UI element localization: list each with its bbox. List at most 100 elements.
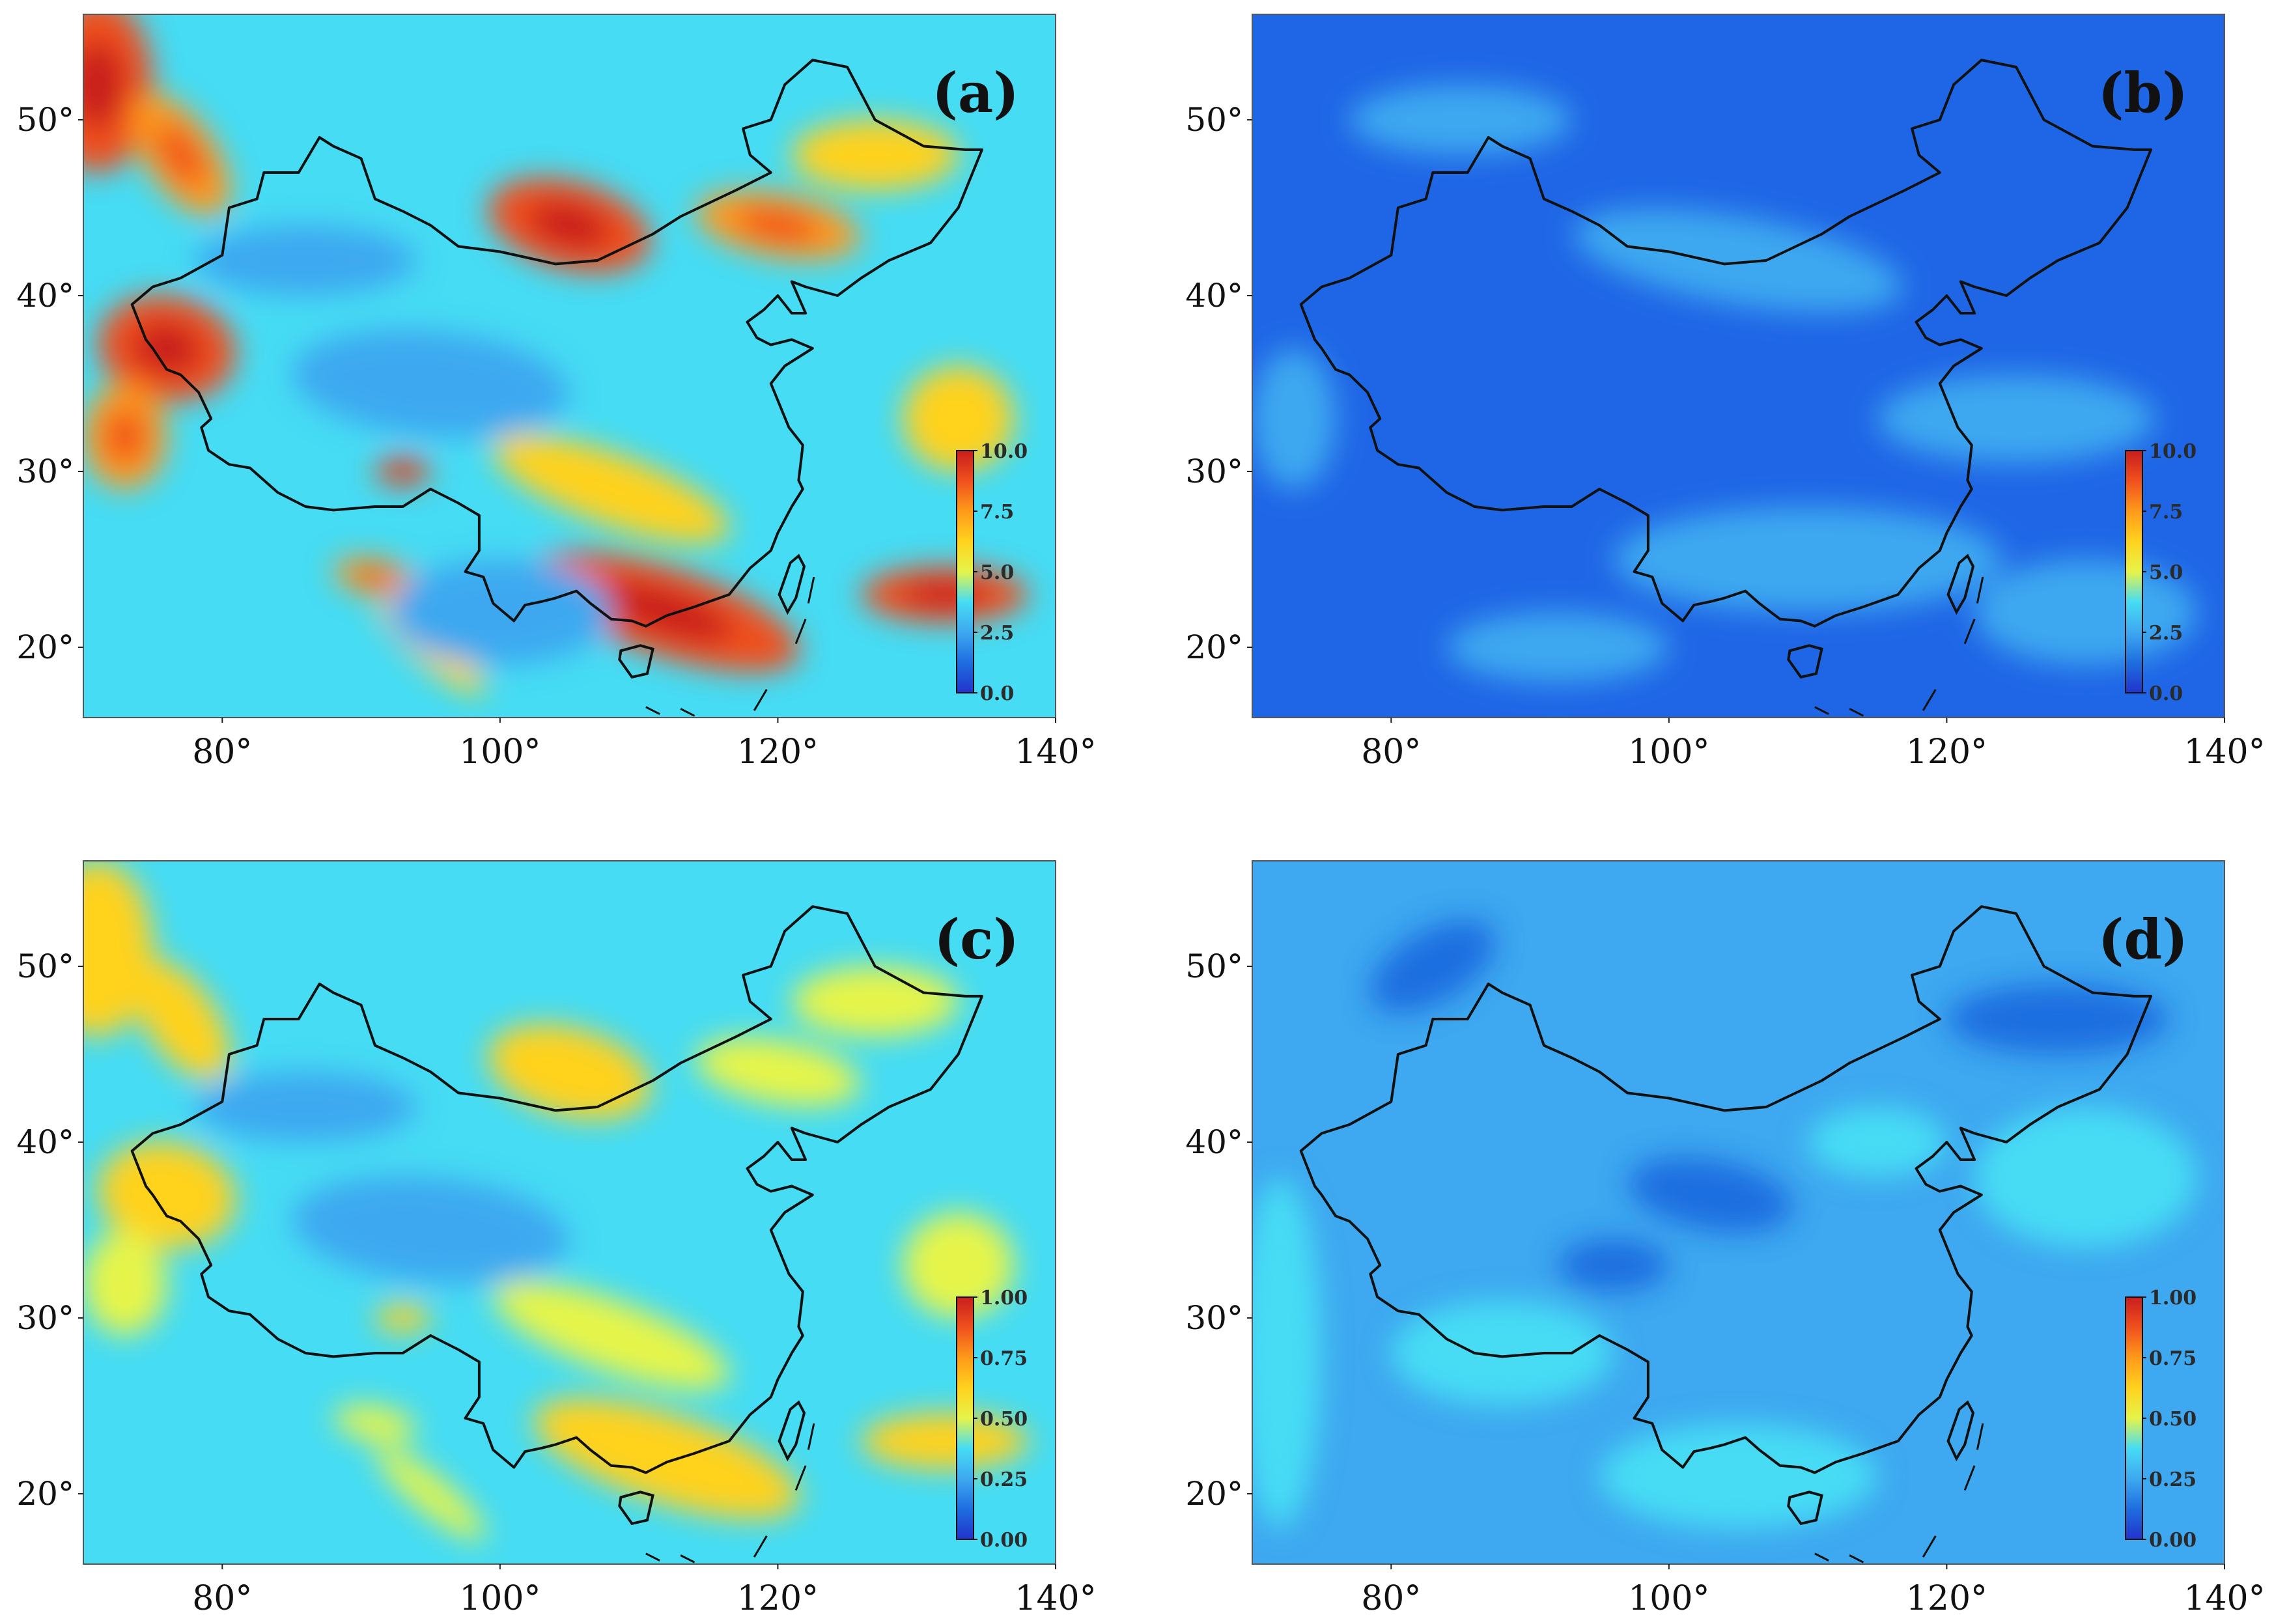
field-blob [98,1141,236,1248]
field-blob [1391,1300,1614,1406]
taiwan-outline [1946,1400,1975,1462]
dash-line [794,1465,807,1491]
x-tick-label: 80° [1361,1579,1421,1618]
x-tick-label: 80° [192,1579,252,1618]
y-tick-label: 30° [1185,1299,1243,1337]
colorbar-label: 2.5 [980,622,1014,645]
x-tick-label: 80° [1361,733,1421,772]
colorbar-gradient [2125,450,2143,693]
field-blob [376,1447,485,1541]
x-tick-label: 100° [1628,733,1709,772]
x-tick-label: 140° [1015,1579,1096,1618]
dash-line [1849,1554,1864,1563]
map-panel-c: 20° 30° 40° 50° 80° 100° 120° 140° (c) 1.00 0.75 0.… [16,860,1097,1618]
panel-label: (b) [2098,61,2188,125]
field-blob [1446,612,1669,682]
y-tick-label: 50° [16,101,74,139]
x-tick-label: 120° [737,733,819,772]
field-blob [1558,1239,1669,1292]
field-blob [374,1304,431,1332]
dash-line [680,1554,695,1563]
colorbar-label: 0.50 [980,1408,1028,1431]
value-field [1252,905,2197,1563]
field-blob [488,1024,651,1120]
y-tick-label: 50° [16,947,74,985]
field-blob [695,1037,860,1106]
dash-line [753,1535,768,1558]
x-tick-label: 120° [737,1579,819,1618]
value-field [83,14,1028,717]
field-blob [791,966,959,1037]
y-tick-label: 30° [16,1299,74,1337]
colorbar-label: 7.5 [2149,501,2183,524]
field-blob [1252,1177,1322,1529]
panel-frame [1252,860,2225,1565]
field-blob-core [83,40,125,129]
y-tick-label: 50° [1185,101,1243,139]
hainan-outline [618,644,654,679]
field-blob [292,329,569,438]
field-blob [1599,1423,1877,1529]
field-blob-core [132,322,201,375]
field-blob [493,1281,729,1390]
x-tick-label: 80° [192,733,252,772]
field-blob-core [600,581,733,643]
field-blob [1808,1107,1947,1177]
field-blob [1574,208,1903,313]
field-blob-core [737,208,819,243]
dash-line [1963,619,1976,645]
dash-line [807,1423,815,1450]
colorbar-label: 0.25 [2149,1468,2197,1491]
panel-frame [1252,14,2225,718]
field-blob [333,1405,417,1442]
colorbar-label: 2.5 [2149,622,2183,645]
colorbar-label: 0.00 [2149,1529,2197,1552]
colorbar-gradient [2125,1296,2143,1540]
field-blob [83,1230,167,1336]
china-border [1299,59,2152,628]
colorbar-label: 0.25 [980,1468,1028,1491]
field-blob [493,435,729,543]
dash-line [645,706,660,715]
field-blob [194,225,417,296]
dash-line [1849,708,1864,717]
y-tick-label: 40° [1185,1123,1243,1161]
colorbar-gradient [956,1296,974,1540]
taiwan-outline [778,1400,806,1462]
x-tick-label: 100° [459,1579,540,1618]
field-blob [861,1412,1028,1470]
field-blob [292,1176,569,1284]
x-tick-label: 120° [1906,1579,1987,1618]
dash-line [1976,576,1984,604]
y-tick-label: 50° [1185,947,1243,985]
colorbar-label: 10.0 [2149,440,2197,463]
x-tick-label: 100° [459,733,540,772]
hainan-outline [1787,644,1823,679]
map-panel-d: 20° 30° 40° 50° 80° 100° 120° 140° (d) 1.00 0.75 0.… [1185,860,2266,1618]
hainan-outline [618,1491,654,1526]
dash-line [1922,1535,1937,1558]
colorbar-label: 0.0 [980,682,1014,705]
panel-frame [83,14,1056,718]
field-blob [131,958,231,1080]
dash-line [1814,1552,1829,1561]
field-blob [389,559,611,665]
field-blob-core [354,567,396,587]
dash-line [753,689,768,711]
dash-line [1922,689,1937,711]
field-blob [903,1212,1015,1318]
china-border [130,905,983,1474]
china-border [130,59,983,628]
colorbar-label: 0.00 [980,1529,1028,1552]
field-blob [1349,85,1572,155]
y-tick-label: 30° [1185,453,1243,490]
x-tick-label: 140° [1015,733,1096,772]
field-blob [903,366,1015,471]
map-panel-a: 20° 30° 40° 50° 80° 100° 120° 140° (a) 10.0 7.5 5.0… [16,14,1097,772]
value-field [83,861,1028,1563]
panel-label: (c) [934,907,1019,972]
colorbar: 1.00 0.75 0.50 0.25 0.00 [2125,1287,2197,1552]
field-blob-core [156,124,206,186]
field-blob [1877,374,2155,463]
